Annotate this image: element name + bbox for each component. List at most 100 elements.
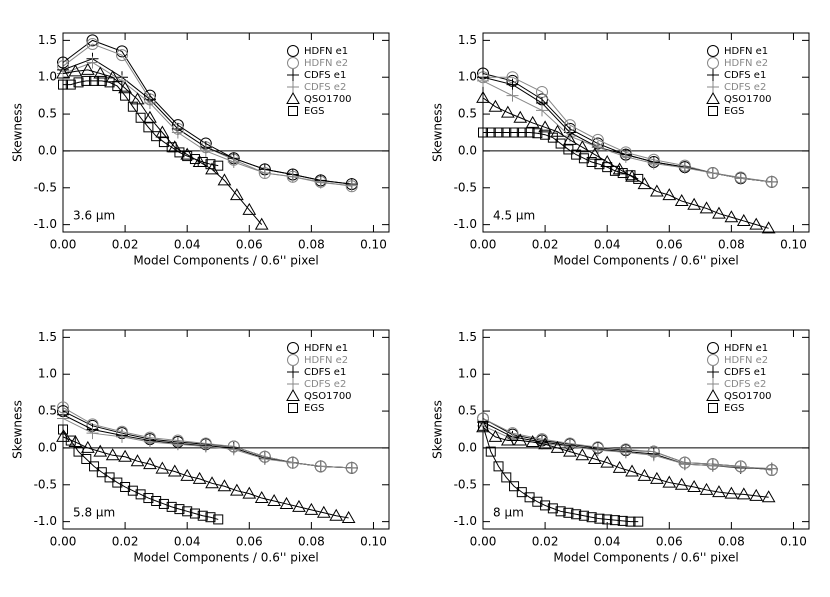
marker xyxy=(734,461,747,474)
marker xyxy=(267,493,281,506)
marker xyxy=(166,501,177,512)
marker xyxy=(57,412,69,425)
marker xyxy=(73,446,84,457)
marker xyxy=(143,122,154,133)
marker xyxy=(93,444,108,457)
marker xyxy=(647,157,660,170)
marker xyxy=(316,505,331,518)
x-tick-label: 0.08 xyxy=(298,535,325,549)
y-tick-label: 0.0 xyxy=(458,143,477,157)
marker xyxy=(765,462,778,475)
marker xyxy=(513,433,528,446)
marker xyxy=(242,486,257,499)
marker xyxy=(591,444,604,457)
marker xyxy=(112,81,123,92)
marker xyxy=(217,479,232,492)
y-tick-label: 0.5 xyxy=(38,107,57,121)
marker xyxy=(736,487,751,500)
marker xyxy=(135,112,146,123)
x-tick-label: 0.04 xyxy=(594,238,621,252)
legend-label: HDFN e2 xyxy=(724,58,768,69)
marker xyxy=(485,127,496,138)
marker xyxy=(706,459,719,472)
legend-label: HDFN e1 xyxy=(304,343,348,354)
marker xyxy=(617,515,628,526)
marker xyxy=(155,461,170,474)
marker xyxy=(555,138,566,149)
marker xyxy=(591,141,604,154)
marker xyxy=(563,144,574,155)
marker xyxy=(602,162,613,173)
series-line xyxy=(483,132,639,180)
marker xyxy=(86,56,99,69)
marker xyxy=(73,77,84,88)
marker xyxy=(662,188,677,201)
marker xyxy=(345,179,358,192)
marker xyxy=(151,131,162,142)
series-line xyxy=(62,417,352,469)
legend-marker xyxy=(287,354,299,366)
series-line xyxy=(62,406,352,469)
panel-annotation: 3.6 μm xyxy=(73,209,115,223)
legend-marker xyxy=(287,57,299,69)
marker xyxy=(182,506,193,517)
marker xyxy=(571,149,582,160)
marker xyxy=(227,443,240,456)
y-tick-label: -1.0 xyxy=(34,217,57,231)
marker xyxy=(506,89,519,102)
marker xyxy=(227,155,240,168)
marker xyxy=(197,156,208,167)
marker xyxy=(120,481,131,492)
marker xyxy=(586,156,597,167)
marker xyxy=(199,144,212,157)
legend-marker xyxy=(707,45,719,57)
marker xyxy=(617,168,628,179)
marker xyxy=(476,90,490,103)
series-line xyxy=(62,436,349,519)
plot-frame xyxy=(62,32,390,233)
legend-marker xyxy=(707,342,719,354)
marker xyxy=(594,513,605,524)
marker xyxy=(699,482,714,495)
x-tick-label: 0.04 xyxy=(174,238,201,252)
marker xyxy=(115,45,128,58)
legend-marker xyxy=(707,354,719,366)
marker xyxy=(230,483,244,496)
legend-marker xyxy=(287,342,299,354)
marker xyxy=(205,476,219,489)
marker xyxy=(761,221,776,234)
x-axis-label: Model Components / 0.6'' pixel xyxy=(553,254,738,268)
marker xyxy=(171,126,184,139)
marker xyxy=(532,496,543,507)
marker xyxy=(258,167,271,180)
marker xyxy=(258,452,271,465)
marker xyxy=(516,487,527,498)
marker xyxy=(314,460,327,473)
legend-label: CDFS e2 xyxy=(304,82,346,93)
x-tick-label: 0.02 xyxy=(532,535,559,549)
legend-marker xyxy=(707,69,719,81)
marker xyxy=(230,188,244,201)
marker xyxy=(314,176,327,189)
marker xyxy=(609,165,620,176)
legend-marker xyxy=(707,81,719,93)
legend-label: CDFS e1 xyxy=(724,367,766,378)
legend-label: HDFN e1 xyxy=(304,46,348,57)
legend-marker xyxy=(707,378,719,390)
marker xyxy=(304,502,319,515)
marker xyxy=(279,496,294,509)
marker xyxy=(86,34,99,47)
panel-annotation: 4.5 μm xyxy=(493,209,535,223)
marker xyxy=(341,510,356,523)
marker xyxy=(143,110,157,123)
x-axis-label: Model Components / 0.6'' pixel xyxy=(133,254,318,268)
panel-annotation: 5.8 μm xyxy=(73,506,115,520)
marker xyxy=(619,150,632,163)
marker xyxy=(329,508,344,521)
y-axis-label: Skewness xyxy=(431,400,445,459)
marker xyxy=(674,477,689,490)
y-tick-label: 1.5 xyxy=(38,330,57,344)
legend-label: HDFN e2 xyxy=(304,355,348,366)
marker xyxy=(68,64,83,77)
